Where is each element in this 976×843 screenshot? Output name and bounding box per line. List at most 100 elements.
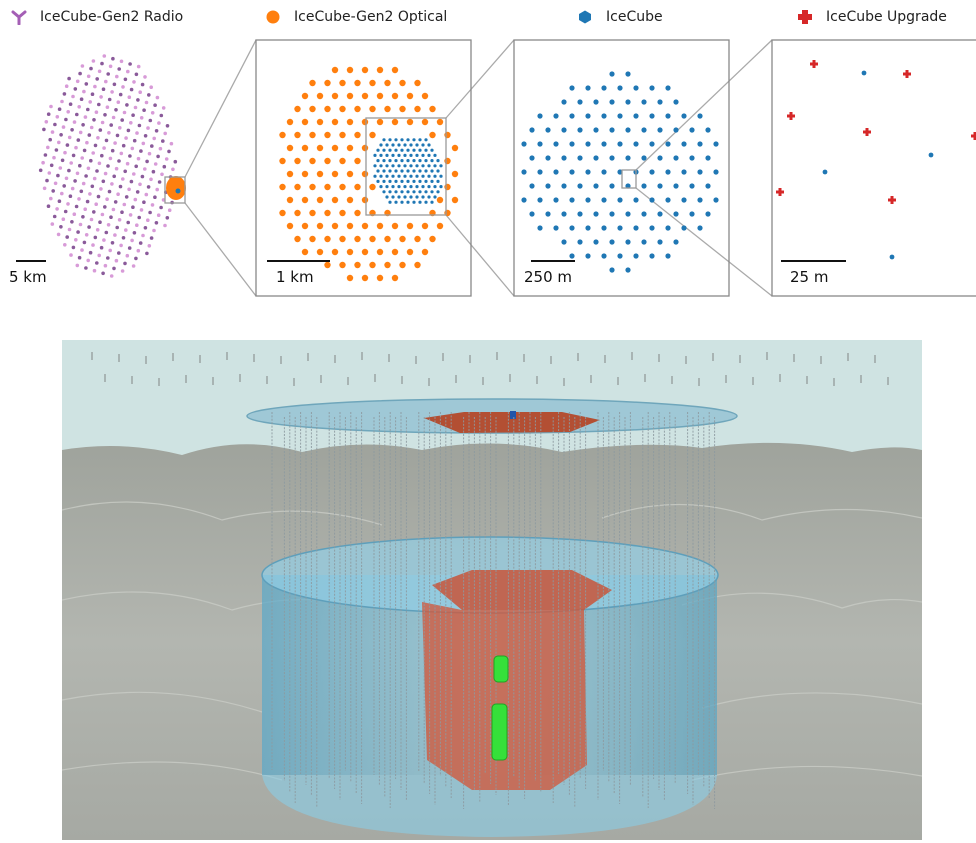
radio-station-marker	[133, 105, 138, 110]
radio-station-marker	[135, 223, 139, 227]
optical-string-marker	[444, 183, 451, 191]
icecube-string-marker	[537, 141, 543, 147]
icecube-string-marker	[553, 197, 559, 203]
icecube-string-marker	[553, 169, 559, 175]
icecube-string-marker	[415, 143, 419, 147]
icecube-string-marker	[406, 190, 410, 194]
optical-string-marker	[361, 222, 369, 230]
icecube-string-marker	[601, 85, 607, 91]
radio-station-marker	[50, 130, 55, 134]
radio-station-marker	[96, 136, 100, 140]
radio-station-marker	[89, 158, 93, 163]
icecube-string-marker	[697, 141, 703, 147]
optical-string-marker	[339, 261, 346, 269]
radio-station-marker	[167, 149, 171, 154]
radio-station-marker	[142, 200, 146, 204]
optical-string-marker	[436, 196, 444, 204]
optical-string-marker	[339, 131, 346, 139]
radio-station-marker	[81, 123, 85, 127]
radio-station-marker	[82, 148, 87, 153]
radio-station-marker	[114, 108, 118, 112]
icecube-string-marker	[382, 138, 386, 142]
icecube-string-marker	[697, 113, 703, 119]
radio-station-marker	[41, 160, 45, 165]
radio-station-marker	[121, 177, 125, 181]
icecube-string-marker	[436, 190, 440, 194]
radio-station-marker	[83, 207, 87, 211]
icecube-string-marker	[649, 169, 655, 175]
icecube-string-marker	[529, 183, 535, 189]
radio-station-marker	[84, 82, 89, 86]
radio-station-marker	[68, 194, 73, 198]
radio-station-marker	[109, 123, 113, 127]
icecube-string-marker	[424, 200, 428, 204]
icecube-string-marker	[412, 169, 416, 173]
optical-string-marker	[429, 131, 436, 139]
icecube-string-marker	[553, 113, 559, 119]
radio-station-marker	[70, 220, 74, 224]
radio-station-marker	[73, 179, 77, 183]
optical-string-marker	[301, 170, 309, 178]
radio-station-marker	[157, 180, 162, 184]
radio-station-marker	[121, 236, 126, 240]
radio-station-marker	[169, 141, 174, 146]
icecube-string-marker	[545, 155, 551, 161]
radio-station-marker	[117, 251, 121, 255]
optical-string-marker	[324, 157, 331, 165]
optical-string-marker	[361, 170, 369, 178]
icecube-string-marker	[928, 152, 934, 158]
optical-string-marker	[414, 235, 421, 243]
radio-station-marker	[129, 121, 133, 125]
radio-station-marker	[62, 184, 66, 188]
icecube-string-marker	[376, 179, 380, 183]
icecube-string-marker	[561, 99, 567, 105]
icecube-string-marker	[382, 148, 386, 152]
optical-string-marker	[354, 131, 361, 139]
radio-station-marker	[139, 149, 143, 153]
radio-station-marker	[142, 108, 146, 112]
radio-station-marker	[123, 261, 127, 266]
radio-station-marker	[120, 210, 124, 214]
icecube-string-marker	[394, 148, 398, 152]
icecube-string-marker	[641, 239, 647, 245]
icecube-string-marker	[427, 174, 431, 178]
radio-station-marker	[84, 266, 88, 270]
radio-station-marker	[110, 90, 114, 94]
radio-station-marker	[48, 137, 52, 142]
icecube-string-marker	[633, 113, 639, 119]
radio-station-marker	[123, 77, 128, 82]
radio-station-marker	[85, 140, 89, 145]
icecube-string-marker	[681, 113, 687, 119]
icecube-string-marker	[406, 138, 410, 142]
optical-string-marker	[309, 157, 316, 165]
radio-station-marker	[156, 154, 160, 159]
optical-footprint-marker	[166, 176, 186, 200]
radio-station-marker	[117, 159, 121, 163]
radio-station-marker	[57, 199, 62, 203]
radio-station-marker	[131, 205, 135, 209]
optical-string-marker	[316, 222, 324, 230]
radio-station-marker	[87, 225, 91, 229]
radio-station-marker	[100, 61, 104, 66]
optical-string-marker	[354, 79, 361, 87]
radio-station-marker	[136, 64, 141, 69]
legend-radio-label: IceCube-Gen2 Radio	[40, 9, 184, 25]
zoom-connector-lines	[184, 39, 773, 297]
optical-string-marker	[316, 248, 324, 256]
icecube-string-marker	[406, 159, 410, 163]
icecube-string-marker	[585, 225, 591, 231]
icecube-string-marker	[657, 211, 663, 217]
optical-string-marker	[346, 170, 354, 178]
icecube-string-marker	[376, 148, 380, 152]
icecube-string-marker	[657, 183, 663, 189]
radio-station-marker	[125, 161, 130, 166]
radio-station-marker	[57, 107, 62, 111]
icecube-string-marker	[433, 185, 437, 189]
radio-station-marker	[153, 162, 158, 166]
optical-string-marker	[354, 209, 361, 217]
icecube-string-marker	[585, 197, 591, 203]
radio-station-marker	[146, 218, 150, 222]
optical-string-marker	[406, 92, 414, 100]
icecube-string-marker	[388, 169, 392, 173]
radio-station-marker	[75, 263, 80, 268]
